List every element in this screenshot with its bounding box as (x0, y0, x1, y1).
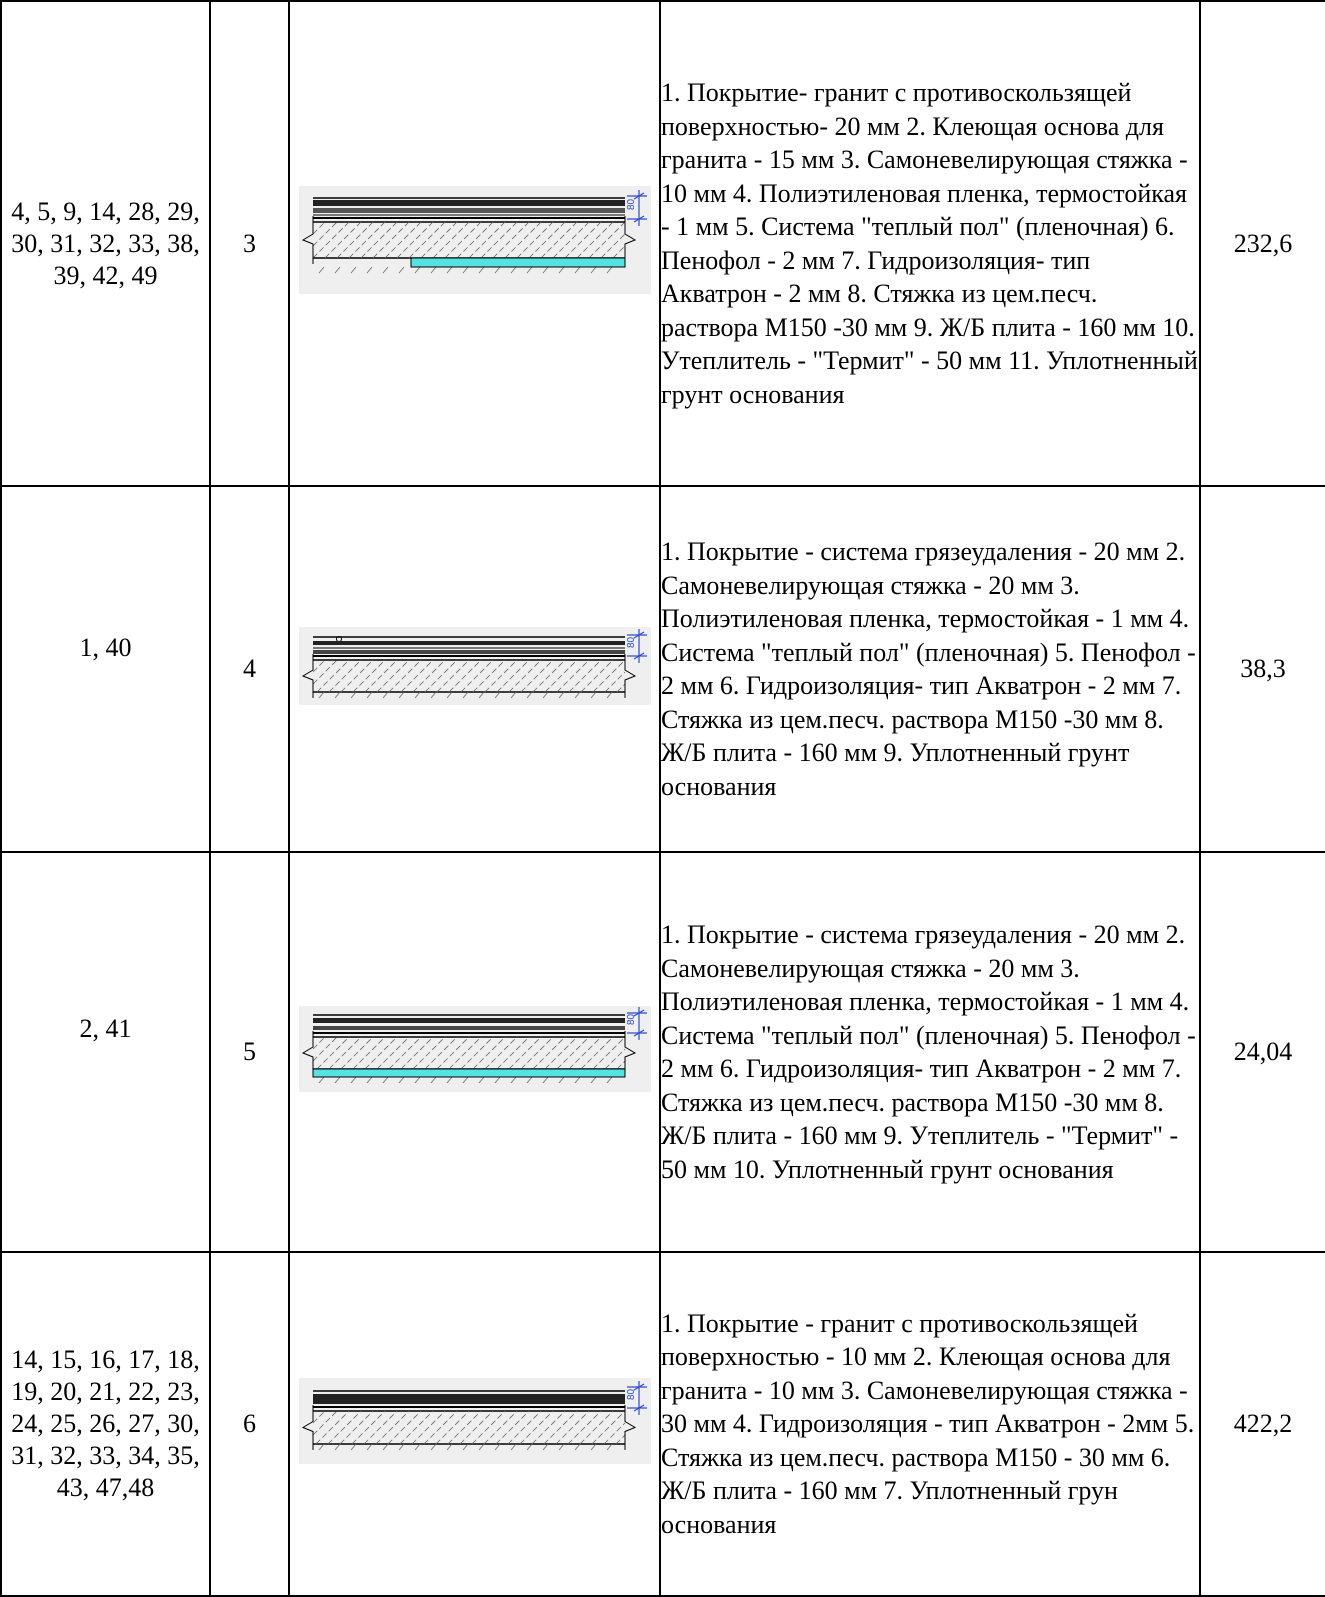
floor-type-number: 4 (243, 654, 256, 683)
room-numbers-cell: 2, 41 (0, 851, 211, 1253)
room-numbers: 4, 5, 9, 14, 28, 29, 30, 31, 32, 33, 38,… (11, 196, 200, 290)
dimension-label: 80 (626, 1388, 637, 1400)
break-lines (301, 1030, 636, 1075)
area-value: 232,6 (1233, 228, 1293, 258)
room-numbers-cell: 4, 5, 9, 14, 28, 29, 30, 31, 32, 33, 38,… (0, 0, 211, 487)
dimension-marker: 80 (626, 1006, 647, 1040)
layers-description: 1. Покрытие - гранит с противоскользящей… (659, 1251, 1201, 1597)
room-numbers: 1, 40 (79, 633, 132, 662)
floor-type-number: 3 (243, 228, 256, 258)
floor-type-number: 5 (243, 1037, 256, 1066)
floor-section-cell: 80 (288, 485, 661, 853)
hatch (312, 659, 625, 699)
table-row: 2, 41 5 (0, 851, 1325, 1253)
hatch (312, 1410, 625, 1450)
area-value: 422,2 (1233, 1409, 1293, 1438)
finish-layers (312, 636, 625, 657)
break-lines (301, 654, 636, 698)
floor-section-cell: 80 (288, 1251, 661, 1597)
section-svg: 80 (298, 186, 651, 294)
insulation-layer (312, 1068, 625, 1077)
break-lines (301, 1404, 636, 1450)
layers-description: 1. Покрытие - система грязеудаления - 20… (659, 485, 1201, 853)
area-value: 38,3 (1240, 654, 1286, 683)
table-row: 14, 15, 16, 17, 18, 19, 20, 21, 22, 23, … (0, 1251, 1325, 1597)
section-svg: 80 (298, 1005, 651, 1092)
floor-section-drawing: 80 (298, 1005, 651, 1092)
hatch (312, 221, 625, 274)
floor-type-number: 6 (243, 1409, 256, 1438)
area-cell: 232,6 (1199, 0, 1325, 487)
floor-section-drawing: 80 (298, 186, 651, 294)
dimension-label: 80 (626, 636, 637, 648)
floor-type-cell: 4 (209, 485, 290, 853)
room-numbers-cell: 14, 15, 16, 17, 18, 19, 20, 21, 22, 23, … (0, 1251, 211, 1597)
area-value: 24,04 (1233, 1037, 1293, 1066)
dimension-label: 80 (626, 198, 637, 210)
dimension-label: 80 (626, 1013, 637, 1025)
layers-description: 1. Покрытие - система грязеудаления - 20… (659, 851, 1201, 1253)
hatch (312, 1036, 625, 1083)
layers-description: 1. Покрытие- гранит с противоскользящей … (659, 0, 1201, 487)
section-svg: 80 (298, 627, 651, 705)
area-cell: 24,04 (1199, 851, 1325, 1253)
dimension-marker: 80 (626, 629, 647, 663)
room-numbers: 2, 41 (79, 1014, 132, 1043)
area-cell: 422,2 (1199, 1251, 1325, 1597)
table-row: 4, 5, 9, 14, 28, 29, 30, 31, 32, 33, 38,… (0, 0, 1325, 487)
floor-type-cell: 3 (209, 0, 290, 487)
area-cell: 38,3 (1199, 485, 1325, 853)
insulation-layer (410, 257, 625, 268)
break-lines (301, 216, 636, 264)
dimension-marker: 80 (626, 190, 647, 226)
floor-section-drawing: 80 (298, 1377, 651, 1464)
floor-type-cell: 5 (209, 851, 290, 1253)
dimension-marker: 80 (626, 1380, 647, 1415)
floor-section-cell: 80 (288, 0, 661, 487)
floor-section-cell: 80 (288, 851, 661, 1253)
floor-section-drawing: 80 (298, 627, 651, 705)
room-numbers-cell: 1, 40 (0, 485, 211, 853)
finish-layers (312, 1389, 625, 1408)
section-svg: 80 (298, 1377, 651, 1464)
finish-layers (312, 1013, 625, 1034)
room-numbers: 14, 15, 16, 17, 18, 19, 20, 21, 22, 23, … (11, 1345, 200, 1502)
floor-type-cell: 6 (209, 1251, 290, 1597)
table-row: 1, 40 4 (0, 485, 1325, 853)
finish-layers (312, 197, 625, 219)
